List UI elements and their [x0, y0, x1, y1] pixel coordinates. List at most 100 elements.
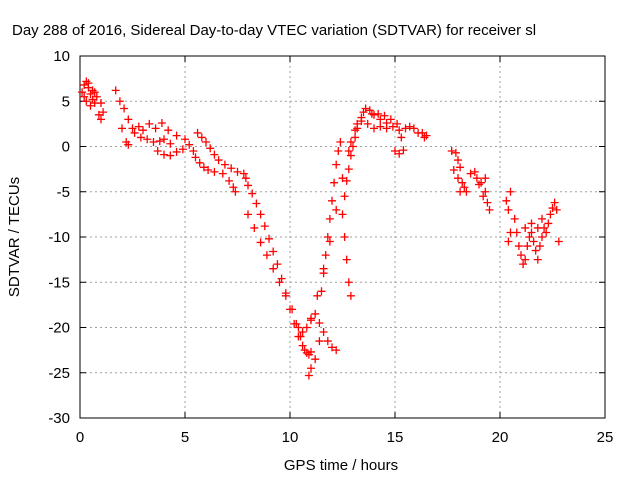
data-point [405, 122, 414, 131]
data-point [420, 133, 429, 142]
data-point [538, 233, 546, 241]
data-point [485, 205, 494, 214]
data-point [462, 187, 471, 196]
data-point [388, 122, 397, 131]
data-point [330, 178, 339, 187]
data-point [409, 124, 418, 133]
data-point [363, 119, 372, 128]
data-point [460, 183, 469, 192]
data-point [376, 122, 385, 131]
data-point [233, 167, 242, 176]
data-point [346, 291, 355, 300]
data-point [178, 145, 187, 154]
data-point [231, 187, 240, 196]
y-tick-label: -20 [48, 320, 70, 337]
data-point [359, 108, 368, 117]
data-point [395, 149, 404, 158]
data-point [502, 196, 511, 205]
data-point [525, 233, 534, 241]
data-point [204, 166, 213, 175]
data-point [160, 135, 168, 144]
data-point [206, 144, 215, 153]
data-point [397, 133, 406, 142]
data-point [346, 137, 355, 146]
data-point [294, 323, 303, 332]
y-tick-label: -15 [48, 274, 70, 291]
data-point [218, 169, 227, 178]
data-point [344, 165, 353, 174]
data-point [92, 92, 101, 101]
data-point [80, 92, 89, 101]
data-point [376, 115, 385, 124]
data-point [542, 228, 551, 237]
data-point [344, 278, 353, 287]
x-tick-label: 5 [181, 429, 189, 446]
data-point [319, 328, 328, 337]
data-points [78, 77, 563, 380]
data-point [449, 166, 458, 175]
data-point [382, 124, 391, 133]
data-point [151, 124, 160, 133]
x-tick-label: 15 [387, 429, 404, 446]
data-point [370, 124, 378, 133]
data-point [349, 142, 357, 151]
data-point [214, 156, 223, 165]
data-point [344, 147, 353, 156]
data-point [160, 150, 168, 159]
data-point [90, 88, 99, 97]
data-point [227, 164, 236, 173]
data-point [202, 137, 210, 146]
data-point [401, 124, 410, 133]
data-point [136, 133, 145, 142]
data-point [262, 251, 271, 260]
data-point [78, 88, 87, 97]
data-point [332, 205, 341, 214]
data-point [399, 146, 408, 155]
grid [80, 56, 605, 418]
data-point [185, 140, 194, 149]
y-tick-label: -10 [48, 229, 70, 246]
data-point [143, 135, 152, 144]
data-point [256, 238, 265, 247]
data-point [346, 151, 355, 160]
data-point [374, 109, 383, 118]
data-point [296, 332, 305, 341]
data-point [527, 219, 536, 228]
data-point [269, 247, 278, 256]
x-tick-label: 10 [282, 429, 299, 446]
data-point [342, 255, 351, 264]
data-point [395, 126, 404, 135]
data-point [319, 264, 328, 273]
data-point [393, 119, 402, 128]
data-point [166, 139, 175, 148]
data-point [351, 126, 360, 135]
data-point [311, 355, 320, 364]
data-point [323, 337, 332, 346]
y-tick-label: 5 [62, 93, 70, 110]
data-point [139, 126, 147, 135]
data-point [304, 350, 313, 359]
data-point [128, 124, 137, 133]
data-point [210, 150, 219, 159]
data-point [317, 287, 326, 296]
data-point [361, 104, 370, 113]
data-point [458, 178, 467, 187]
data-point [111, 86, 120, 95]
data-point [115, 97, 124, 106]
x-tick-label: 20 [492, 429, 509, 446]
data-point [357, 117, 366, 126]
data-point [483, 198, 492, 207]
data-point [244, 181, 252, 190]
data-point [191, 153, 200, 162]
data-point [220, 160, 229, 169]
data-point [514, 242, 523, 251]
data-point [340, 192, 349, 201]
data-point [544, 219, 553, 228]
data-point [546, 210, 555, 219]
data-point [250, 223, 259, 232]
data-point [527, 228, 536, 237]
data-point [391, 147, 399, 156]
data-point [94, 110, 103, 119]
y-tick-label: -5 [57, 184, 70, 201]
